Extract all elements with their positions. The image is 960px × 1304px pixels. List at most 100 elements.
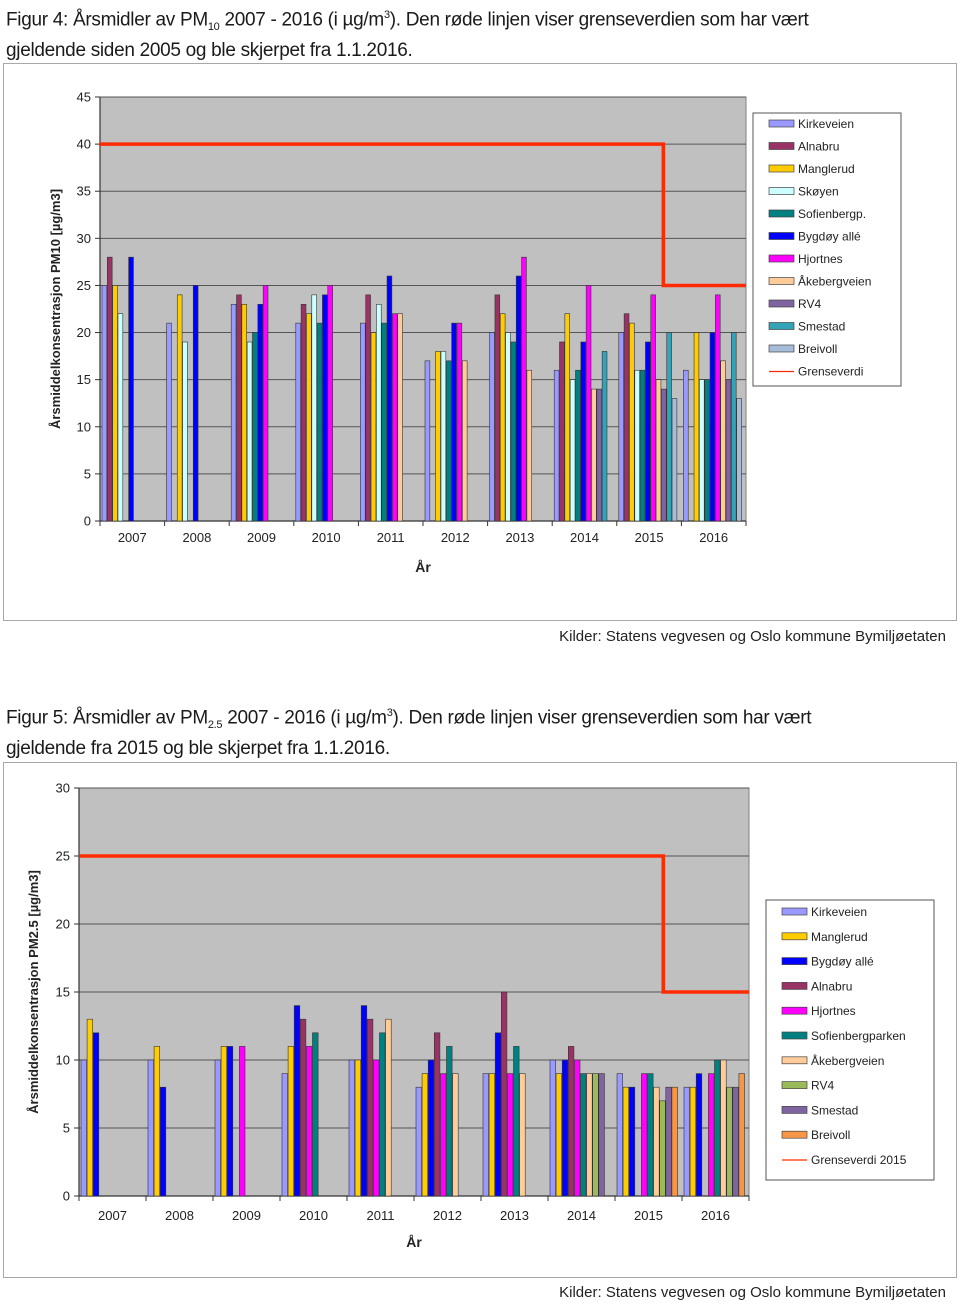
bar-manglerud-2008: [176, 294, 183, 522]
legend-swatch: [781, 1056, 808, 1065]
bar-manglerud-2010: [306, 313, 312, 522]
y-tick-label: 10: [77, 419, 91, 434]
legend-label: Hjortnes: [798, 252, 843, 266]
legend-label: Åkebergveien: [811, 1053, 884, 1068]
bar-kirkeveien-2009: [230, 303, 237, 522]
legend-swatch: [768, 322, 795, 330]
bar-hjortnes-2013: [507, 1073, 514, 1197]
bar-bygd-y-all--2009: [226, 1046, 234, 1197]
bar-bygd-y-all--2013: [515, 275, 522, 522]
bar-hjortnes-2015: [641, 1073, 648, 1197]
bar-bygd-y-all--2008: [192, 285, 199, 522]
x-axis-label: År: [406, 1234, 422, 1250]
legend-swatch: [781, 1006, 808, 1015]
bar-sk-yen-2007: [117, 313, 124, 522]
x-tick-label: 2013: [505, 530, 534, 545]
bar-alnabru-2013: [494, 294, 501, 522]
bar-rv4-2014: [596, 388, 602, 522]
bar-smestad-2016: [732, 1086, 739, 1197]
bar-kirkeveien-2011: [360, 322, 366, 522]
legend-label: RV4: [798, 297, 821, 311]
caption-superscript: 3: [386, 707, 393, 719]
bar-sofienbergp--2016: [704, 379, 710, 522]
bar-smestad-2015: [666, 332, 672, 522]
bar-alnabru-2013: [500, 991, 508, 1197]
x-tick-label: 2007: [98, 1208, 127, 1223]
bar-rv4-2014: [592, 1073, 599, 1197]
bar-bygd-y-all--2007: [128, 256, 134, 522]
bar-hjortnes-2012: [456, 322, 463, 522]
x-tick-label: 2008: [165, 1208, 194, 1223]
bar-bygd-y-all--2007: [92, 1032, 100, 1197]
bar-bygd-y-all--2013: [494, 1032, 502, 1197]
bar-smestad-2014: [598, 1073, 605, 1197]
figure5-caption: Figur 5: Årsmidler av PM2.5 2007 - 2016 …: [6, 702, 946, 760]
y-tick-label: 45: [77, 90, 91, 105]
bar--kebergveien-2015: [655, 379, 662, 522]
bar--kebergveien-2011: [385, 1018, 392, 1197]
bar-bygd-y-all--2011: [360, 1005, 368, 1197]
bar-sofienbergp--2014: [575, 369, 581, 522]
legend-label: Smestad: [811, 1103, 858, 1117]
legend-label: Åkebergveien: [798, 274, 871, 289]
legend-swatch: [768, 142, 795, 150]
bar-hjortnes-2013: [521, 256, 527, 522]
x-tick-label: 2009: [247, 530, 276, 545]
bar-alnabru-2010: [300, 303, 307, 522]
y-tick-label: 25: [77, 278, 91, 293]
legend-swatch: [768, 164, 795, 173]
bar-manglerud-2015: [622, 1086, 629, 1197]
x-tick-label: 2014: [570, 530, 599, 545]
x-tick-label: 2013: [500, 1208, 529, 1223]
bar-rv4-2015: [659, 1100, 666, 1197]
legend-label: Skøyen: [798, 185, 839, 199]
x-tick-label: 2009: [232, 1208, 261, 1223]
x-tick-label: 2010: [299, 1208, 328, 1223]
bar-alnabru-2007: [107, 256, 113, 522]
y-tick-label: 5: [63, 1121, 70, 1136]
caption-line2: gjeldende siden 2005 og ble skjerpet fra…: [6, 40, 413, 62]
caption-text: ). Den røde linjen viser grenseverdien s…: [392, 707, 812, 729]
bar-manglerud-2013: [499, 313, 506, 522]
bar-smestad-2014: [601, 351, 608, 522]
bar-hjortnes-2011: [373, 1059, 380, 1197]
legend-label: Bygdøy allé: [798, 230, 861, 244]
bar-kirkeveien-2008: [147, 1059, 154, 1197]
bar-kirkeveien-2013: [482, 1073, 489, 1197]
bar-manglerud-2009: [241, 303, 247, 522]
bar-hjortnes-2010: [306, 1046, 313, 1197]
figure4-frame: 0 5 10 15 20 25 30 35 40 45 2007 2008 2009 2010 2011 20…: [3, 63, 957, 621]
bar-kirkeveien-2015: [618, 332, 624, 522]
legend-swatch: [768, 187, 795, 195]
bar-sk-yen-2008: [182, 341, 188, 522]
bar-manglerud-2008: [153, 1046, 161, 1197]
bar-alnabru-2014: [559, 341, 565, 522]
y-tick-label: 20: [56, 917, 70, 932]
bar--kebergveien-2014: [586, 1073, 593, 1197]
figure5-source: Kilder: Statens vegvesen og Oslo kommune…: [559, 1284, 946, 1301]
bar-hjortnes-2010: [327, 285, 333, 522]
caption-subscript: 2.5: [207, 719, 223, 732]
x-tick-label: 2016: [699, 530, 728, 545]
legend-label: Kirkeveien: [811, 905, 867, 919]
bar-sk-yen-2016: [699, 379, 705, 522]
y-axis-label: Årsmiddelkonsentrasjon PM10 [µg/m3]: [48, 189, 63, 429]
bar-alnabru-2015: [623, 313, 630, 522]
y-tick-label: 10: [56, 1053, 70, 1068]
bar-hjortnes-2015: [650, 294, 656, 522]
legend-swatch: [781, 907, 808, 916]
caption-line2: gjeldende fra 2015 og ble skjerpet fra 1…: [6, 738, 390, 760]
bar-alnabru-2012: [433, 1032, 441, 1197]
legend-swatch: [781, 1081, 808, 1089]
legend-swatch: [781, 1130, 808, 1139]
caption-text: 2007 - 2016 (i µg/m: [219, 9, 384, 31]
bar-breivoll-2016: [738, 1073, 745, 1197]
bar--kebergveien-2013: [526, 369, 533, 522]
legend-label: Manglerud: [798, 162, 855, 176]
legend-swatch: [768, 344, 795, 353]
bar-sk-yen-2013: [505, 332, 511, 522]
limit-line: [100, 142, 746, 288]
bar-rv4-2015: [661, 388, 667, 522]
legend-label: Alnabru: [811, 979, 852, 993]
caption-subscript: 10: [207, 21, 220, 34]
